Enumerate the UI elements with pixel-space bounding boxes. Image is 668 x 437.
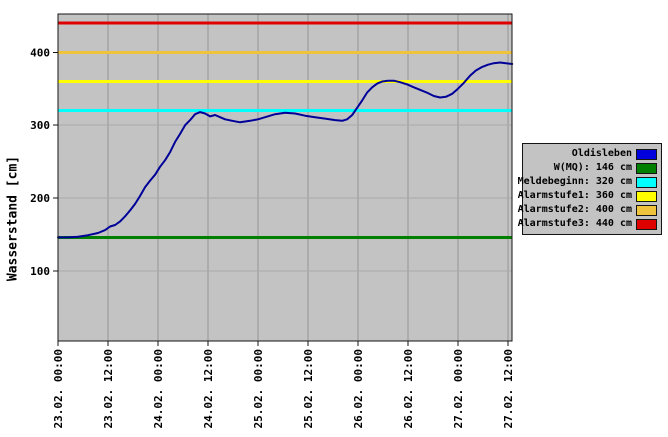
legend-color-swatch	[636, 218, 657, 230]
series-line-oldisleben	[57, 61, 514, 239]
x-tick-label: 27.02. 00:00	[452, 349, 465, 428]
legend-item-label: Alarmstufe2: 400 cm	[517, 204, 632, 215]
x-tick-label: 24.02. 12:00	[202, 349, 215, 428]
legend-item-meldebeginn: Meldebeginn: 320 cm	[518, 175, 657, 189]
x-tick-label: 24.02. 00:00	[152, 349, 165, 428]
legend-item-wmq: W(MQ): 146 cm	[525, 161, 657, 175]
legend-item-label: W(MQ): 146 cm	[553, 162, 632, 173]
legend-box: Oldisleben W(MQ): 146 cm Meldebeginn: 32…	[518, 143, 662, 235]
legend-item-alarmstufe3: Alarmstufe3: 440 cm	[518, 217, 657, 231]
y-tick-label: 100	[30, 265, 50, 278]
y-tick-label: 200	[30, 192, 50, 205]
x-tick-label: 26.02. 12:00	[402, 349, 415, 428]
legend-item-label: Alarmstufe3: 440 cm	[517, 218, 632, 229]
legend-color-swatch	[636, 190, 657, 202]
x-tick-label: 25.02. 00:00	[252, 349, 265, 428]
legend-item-label: Meldebeginn: 320 cm	[517, 176, 632, 187]
y-tick-label: 400	[30, 46, 50, 59]
legend-item-label: Oldisleben	[571, 148, 632, 159]
x-tick-label: 26.02. 00:00	[352, 349, 365, 428]
legend-item-oldisleben: Oldisleben	[525, 147, 657, 161]
legend-color-swatch	[636, 148, 657, 160]
x-tick-label: 23.02. 12:00	[102, 349, 115, 428]
legend-item-label: Alarmstufe1: 360 cm	[517, 190, 632, 201]
x-tick-label: 23.02. 00:00	[52, 349, 65, 428]
legend-color-swatch	[636, 162, 657, 174]
legend-color-swatch	[636, 176, 657, 188]
x-tick-label: 25.02. 12:00	[302, 349, 315, 428]
legend-item-alarmstufe1: Alarmstufe1: 360 cm	[518, 189, 657, 203]
legend-item-alarmstufe2: Alarmstufe2: 400 cm	[518, 203, 657, 217]
plot-background	[58, 14, 512, 341]
legend-color-swatch	[636, 204, 657, 216]
x-tick-label: 27.02. 12:00	[502, 349, 515, 428]
plot-border	[57, 13, 513, 342]
y-tick-label: 300	[30, 119, 50, 132]
